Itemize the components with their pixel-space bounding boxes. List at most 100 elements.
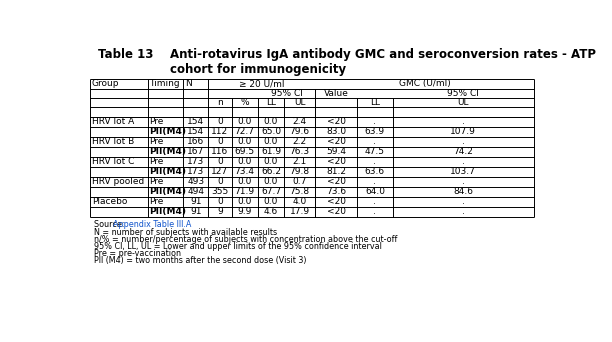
Text: Value: Value [324, 89, 349, 98]
Text: 0: 0 [217, 197, 223, 206]
Text: PII(M4): PII(M4) [149, 207, 186, 216]
Text: 167: 167 [187, 147, 204, 156]
Text: 0.0: 0.0 [264, 137, 278, 146]
Text: Pre: Pre [149, 197, 164, 206]
Text: .: . [462, 117, 465, 126]
Text: 65.0: 65.0 [261, 127, 281, 136]
Text: 0.0: 0.0 [237, 157, 252, 166]
Text: .: . [462, 137, 465, 146]
Text: 0.0: 0.0 [237, 137, 252, 146]
Text: 59.4: 59.4 [326, 147, 346, 156]
Text: PII(M4): PII(M4) [149, 127, 186, 136]
Text: Placebo: Placebo [92, 197, 127, 206]
Text: 493: 493 [187, 177, 204, 186]
Text: n/% = number/percentage of subjects with concentration above the cut-off: n/% = number/percentage of subjects with… [94, 235, 397, 244]
Text: 63.6: 63.6 [365, 167, 385, 176]
Text: 173: 173 [187, 167, 204, 176]
Text: .: . [373, 177, 376, 186]
Text: 0.0: 0.0 [264, 117, 278, 126]
Text: Source:: Source: [94, 221, 127, 229]
Text: 154: 154 [187, 127, 204, 136]
Text: 95% CI, LL, UL = Lower and upper limits of the 95% confidence interval: 95% CI, LL, UL = Lower and upper limits … [94, 242, 381, 251]
Text: PII(M4): PII(M4) [149, 187, 186, 196]
Text: .: . [373, 157, 376, 166]
Text: 83.0: 83.0 [326, 127, 346, 136]
Text: LL: LL [266, 98, 276, 107]
Text: HRV lot C: HRV lot C [92, 157, 135, 166]
Text: PII(M4): PII(M4) [149, 147, 186, 156]
Text: 166: 166 [187, 137, 204, 146]
Text: Pre = pre-vaccination: Pre = pre-vaccination [94, 249, 181, 258]
Text: 0.0: 0.0 [264, 197, 278, 206]
Text: 0.0: 0.0 [264, 157, 278, 166]
Text: 0: 0 [217, 157, 223, 166]
Text: %: % [241, 98, 249, 107]
Text: 494: 494 [187, 187, 204, 196]
Text: Timing: Timing [149, 79, 180, 88]
Text: 355: 355 [211, 187, 228, 196]
Text: Anti-rotavirus IgA antibody GMC and seroconversion rates - ATP
cohort for immuno: Anti-rotavirus IgA antibody GMC and sero… [170, 48, 595, 76]
Text: 9: 9 [217, 207, 223, 216]
Text: 66.2: 66.2 [261, 167, 281, 176]
Text: .: . [462, 157, 465, 166]
Text: 112: 112 [211, 127, 228, 136]
Text: .: . [373, 137, 376, 146]
Text: UL: UL [458, 98, 469, 107]
Text: 73.6: 73.6 [326, 187, 346, 196]
Text: 95% CI: 95% CI [271, 89, 302, 98]
Text: Appendix Table III.A: Appendix Table III.A [113, 221, 192, 229]
Text: 2.1: 2.1 [293, 157, 307, 166]
Text: ≥ 20 U/ml: ≥ 20 U/ml [239, 79, 285, 88]
Text: 71.9: 71.9 [234, 187, 255, 196]
Text: 67.7: 67.7 [261, 187, 281, 196]
Text: 79.6: 79.6 [289, 127, 310, 136]
Text: PII (M4) = two months after the second dose (Visit 3): PII (M4) = two months after the second d… [94, 256, 306, 265]
Text: n: n [217, 98, 223, 107]
Text: 91: 91 [190, 197, 201, 206]
Text: 4.0: 4.0 [293, 197, 307, 206]
Text: <20: <20 [327, 197, 346, 206]
Text: .: . [373, 117, 376, 126]
Text: N = number of subjects with available results: N = number of subjects with available re… [94, 227, 277, 237]
Text: 72.7: 72.7 [234, 127, 255, 136]
Text: <20: <20 [327, 157, 346, 166]
Text: HRV pooled: HRV pooled [92, 177, 144, 186]
Text: .: . [462, 177, 465, 186]
Text: 9.9: 9.9 [237, 207, 252, 216]
Text: 91: 91 [190, 207, 201, 216]
Text: .: . [373, 207, 376, 216]
Text: 0.0: 0.0 [237, 177, 252, 186]
Text: 0: 0 [217, 177, 223, 186]
Text: Group: Group [92, 79, 119, 88]
Text: 63.9: 63.9 [365, 127, 385, 136]
Text: 74.2: 74.2 [453, 147, 473, 156]
Text: 116: 116 [211, 147, 228, 156]
Text: HRV lot B: HRV lot B [92, 137, 134, 146]
Text: 79.8: 79.8 [289, 167, 310, 176]
Text: Pre: Pre [149, 137, 164, 146]
Text: 0: 0 [217, 137, 223, 146]
Text: <20: <20 [327, 137, 346, 146]
Text: 0.0: 0.0 [237, 117, 252, 126]
Text: 2.2: 2.2 [293, 137, 307, 146]
Text: Table 13: Table 13 [98, 48, 154, 61]
Text: <20: <20 [327, 117, 346, 126]
Text: HRV lot A: HRV lot A [92, 117, 134, 126]
Text: 76.3: 76.3 [289, 147, 310, 156]
Text: Pre: Pre [149, 177, 164, 186]
Text: 47.5: 47.5 [365, 147, 385, 156]
Text: 0.0: 0.0 [237, 197, 252, 206]
Text: <20: <20 [327, 177, 346, 186]
Text: GMC (U/ml): GMC (U/ml) [398, 79, 450, 88]
Text: 127: 127 [211, 167, 228, 176]
Text: 0.0: 0.0 [264, 177, 278, 186]
Text: 4.6: 4.6 [264, 207, 278, 216]
Text: 69.5: 69.5 [234, 147, 255, 156]
Text: UL: UL [294, 98, 305, 107]
Text: 95% CI: 95% CI [447, 89, 479, 98]
Text: 84.6: 84.6 [453, 187, 473, 196]
Text: 173: 173 [187, 157, 204, 166]
Text: 0: 0 [217, 117, 223, 126]
Text: Pre: Pre [149, 157, 164, 166]
Text: 75.8: 75.8 [289, 187, 310, 196]
